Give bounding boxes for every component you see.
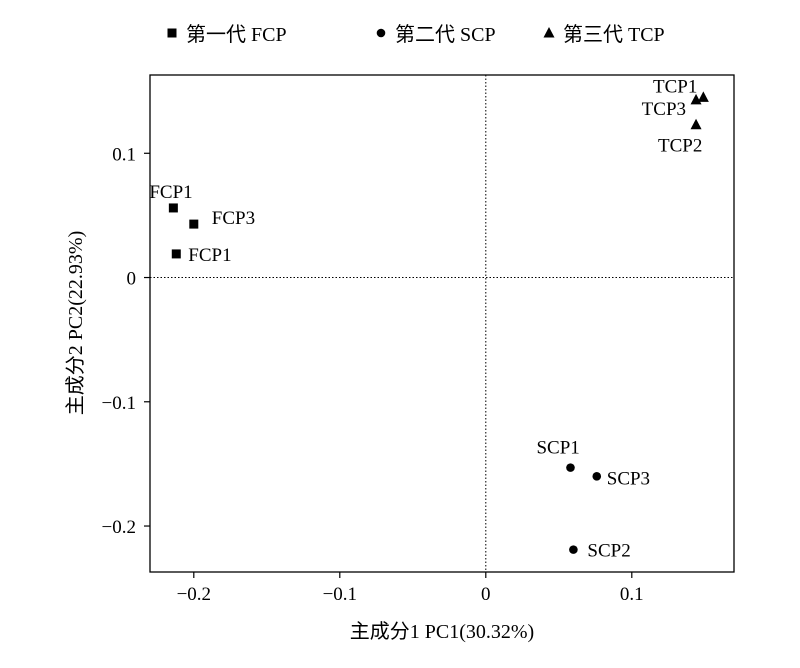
point-label: FCP3 <box>212 208 255 229</box>
point-label: SCP2 <box>587 541 630 562</box>
point-label: TCP2 <box>658 136 702 157</box>
y-tick-label: −0.2 <box>102 517 136 538</box>
point-circle <box>569 545 578 554</box>
x-tick-label: 0 <box>481 584 491 605</box>
x-tick-label: −0.2 <box>177 584 211 605</box>
point-label: FCP1 <box>149 182 192 203</box>
x-tick-label: 0.1 <box>620 584 644 605</box>
point-square <box>168 203 178 213</box>
point-square <box>171 249 181 259</box>
point-triangle <box>690 118 702 130</box>
y-axis-label: 主成分2 PC2(22.93%) <box>64 231 87 415</box>
point-circle <box>566 463 575 472</box>
zero-lines <box>150 75 734 572</box>
legend-label: 第一代 FCP <box>186 23 287 46</box>
point-triangle <box>690 93 702 105</box>
y-tick-label: −0.1 <box>102 393 136 414</box>
axis-ticks: −0.2 −0.1 0 0.1 −0.2 −0.1 0 0.1 <box>102 144 644 605</box>
legend-marker-square <box>167 28 177 38</box>
plot-frame <box>149 74 735 573</box>
point-circle <box>592 472 602 481</box>
y-tick-label: 0.1 <box>112 144 136 165</box>
x-tick-label: −0.1 <box>323 584 357 605</box>
legend-marker-circle <box>376 28 386 38</box>
point-label: SCP3 <box>607 468 650 489</box>
x-axis-label: 主成分1 PC1(30.32%) <box>350 620 534 643</box>
point-label: TCP1 <box>653 76 697 97</box>
legend: 第一代 FCP 第二代 SCP 第三代 TCP <box>167 23 665 46</box>
y-tick-label: 0 <box>127 269 137 290</box>
legend-marker-triangle <box>543 27 555 38</box>
point-label: SCP1 <box>536 438 579 459</box>
point-label: FCP1 <box>188 245 231 266</box>
point-triangle <box>697 91 709 102</box>
legend-label: 第三代 TCP <box>563 23 665 46</box>
point-square <box>189 219 199 229</box>
point-label: TCP3 <box>642 99 686 120</box>
legend-label: 第二代 SCP <box>395 23 496 46</box>
